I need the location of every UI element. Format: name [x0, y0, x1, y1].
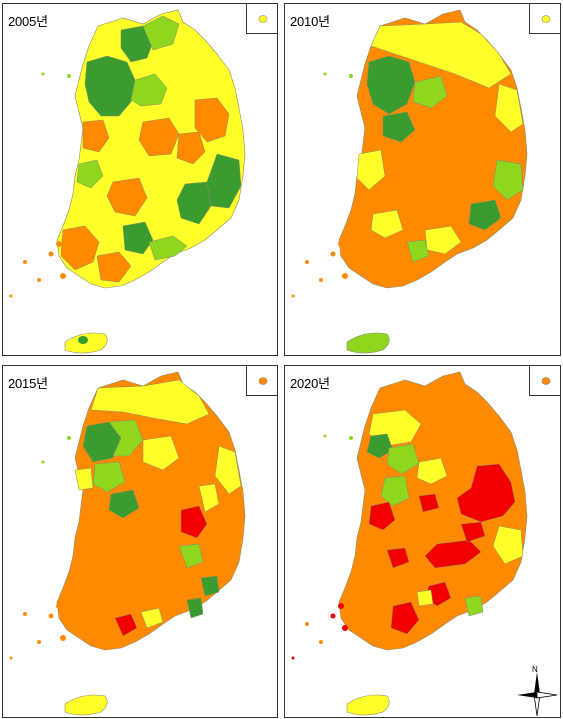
region-green-southeast: [176, 181, 212, 225]
islands: [291, 72, 353, 298]
year-label-2015: 2015년: [8, 376, 48, 391]
jeju-island: [346, 694, 390, 716]
region-yellow-southwest: [370, 209, 404, 239]
region-red-center: [418, 493, 440, 513]
region-yellow-north: [370, 21, 512, 89]
jeju-island: [64, 694, 108, 716]
islands: [9, 72, 71, 298]
map-panel-2010: 2010년: [284, 3, 561, 356]
map-panel-2020: 2020년: [284, 365, 561, 718]
region-green-southwest: [122, 221, 154, 255]
mainland: [56, 9, 246, 289]
region-lightgreen-south: [148, 235, 188, 261]
region-green-west: [108, 489, 140, 519]
region-green-northwest: [366, 433, 394, 459]
north-arrow-icon: [517, 672, 558, 717]
islands: [9, 436, 71, 660]
map-panel-2005: 2005년: [2, 3, 278, 356]
year-label-2010: 2010년: [290, 14, 330, 29]
year-label-2005: 2005년: [8, 14, 48, 29]
region-red-south: [114, 613, 138, 637]
region-yellow-south: [416, 589, 434, 607]
region-lightgreen-center: [178, 543, 204, 569]
region-green-south: [186, 597, 204, 619]
region-green-southeast: [468, 199, 502, 231]
mainland: [338, 371, 528, 651]
region-orange-southcenter: [106, 177, 148, 217]
year-label-2020: 2020년: [290, 376, 330, 391]
region-yellow-west2: [74, 467, 94, 491]
ulleung-island-icon: [258, 15, 268, 23]
region-lightgreen-northwest: [386, 443, 420, 475]
region-red-coast: [390, 601, 420, 635]
region-yellow-mid: [142, 435, 180, 471]
region-lightgreen-southcenter: [406, 239, 430, 263]
region-green-west: [382, 111, 416, 143]
region-lightgreen-west: [380, 475, 410, 507]
ulleung-inset: [246, 366, 277, 396]
korea-map-2010: [291, 9, 528, 354]
region-yellow-east: [494, 83, 524, 133]
region-yellow-north: [90, 379, 210, 425]
ulleung-inset: [246, 4, 277, 34]
korea-map-2020: [291, 371, 528, 716]
region-red-east: [180, 505, 208, 539]
region-green-northwest: [366, 55, 416, 115]
region-orange-mideast: [176, 131, 206, 165]
region-yellow-west: [356, 149, 386, 191]
korea-map-2015: [9, 371, 246, 716]
region-orange-center: [138, 117, 180, 157]
north-label: N: [532, 665, 538, 674]
region-lightgreen-mid: [130, 73, 168, 107]
jeju-island: [346, 332, 390, 354]
region-yellow-east: [214, 445, 242, 495]
mainland: [56, 371, 246, 651]
region-red-southwest: [386, 547, 410, 569]
region-lightgreen-northwest: [108, 419, 144, 457]
region-lightgreen-mid: [412, 75, 448, 109]
region-orange-west: [82, 119, 110, 153]
region-lightgreen-west: [76, 159, 104, 189]
region-orange-southwest: [60, 225, 100, 271]
ulleung-inset: [529, 366, 560, 396]
ulleung-island-icon: [258, 377, 268, 385]
region-lightgreen-north: [142, 15, 180, 51]
region-yellow-east: [492, 525, 524, 565]
islands: [291, 434, 353, 660]
region-red-east2: [460, 521, 486, 543]
region-yellow-south: [140, 607, 164, 629]
region-lightgreen-southeast: [464, 595, 484, 617]
region-lightgreen-east: [492, 159, 524, 201]
region-red-east: [456, 463, 516, 523]
ulleung-island-icon: [541, 377, 551, 385]
region-green-northwest: [84, 55, 136, 117]
region-yellow-center: [198, 483, 220, 513]
ulleung-inset: [529, 4, 560, 34]
region-orange-east: [194, 97, 230, 143]
region-red-west: [368, 501, 396, 531]
region-yellow-mid: [416, 457, 448, 485]
region-lightgreen-west: [92, 461, 126, 493]
map-panel-2015: 2015년: [2, 365, 278, 718]
korea-map-2005: [9, 9, 246, 354]
region-orange-south: [96, 251, 132, 283]
region-green-southeast: [200, 575, 220, 597]
ulleung-island-icon: [541, 15, 551, 23]
mainland: [338, 9, 528, 289]
